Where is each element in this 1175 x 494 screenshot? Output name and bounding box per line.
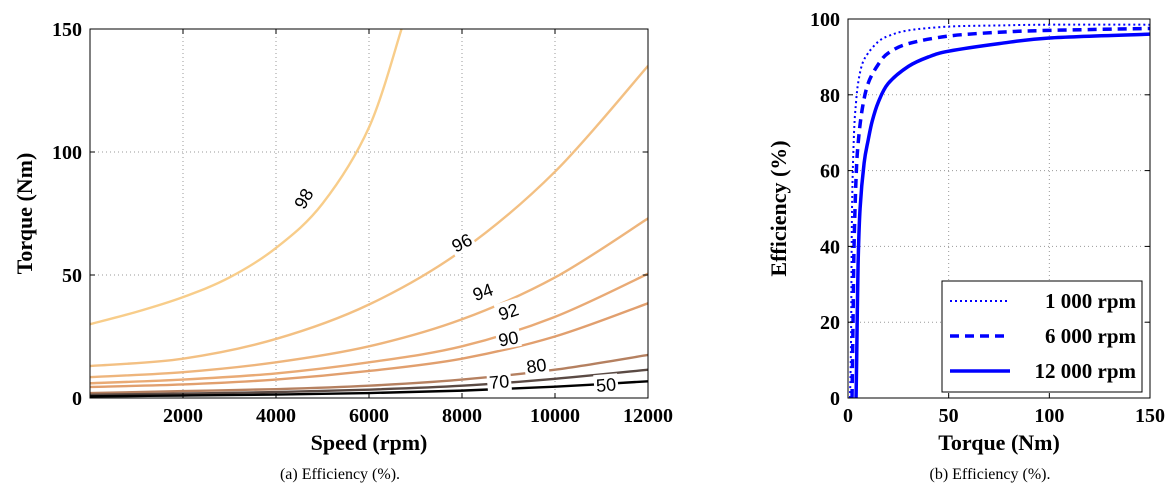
series-lines: [849, 23, 1150, 398]
efficiency-vs-torque-chart: 0 50 100 150 0 20 40 60 80 100 1 000 rpm 6 000 rpm…: [766, 9, 1165, 483]
y-tick-label: 50: [62, 265, 82, 287]
y-tick-label: 150: [52, 19, 82, 41]
x-tick-label: 10000: [530, 405, 580, 427]
contour-label-text: 96: [449, 230, 476, 257]
x-tick-label: 50: [939, 405, 959, 427]
contour-label-bg: [522, 353, 550, 377]
x-tick-label: 100: [1034, 405, 1064, 427]
series-line-2: [854, 32, 1150, 398]
legend-label-1: 6 000 rpm: [1045, 324, 1137, 348]
y-axis-label: Efficiency (%): [766, 140, 791, 276]
contour-label-bg: [486, 369, 512, 393]
contour-label-92: 92: [493, 297, 523, 325]
x-tick-label: 6000: [349, 405, 389, 427]
contour-label-bg: [493, 297, 523, 325]
series-line-1: [850, 26, 1150, 398]
y-tick-label: 0: [72, 388, 82, 410]
contour-label-bg: [467, 277, 498, 305]
legend-label-0: 1 000 rpm: [1045, 289, 1137, 313]
y-tick-label: 100: [52, 142, 82, 164]
contour-line-94: [90, 217, 648, 379]
contour-label-text: 70: [488, 371, 510, 393]
caption: (b) Efficiency (%).: [930, 466, 1051, 483]
x-tick-label: 4000: [256, 405, 296, 427]
y-tick-label: 20: [820, 312, 840, 334]
contour-label-bg: [446, 227, 477, 257]
x-tick-label: 2000: [163, 405, 203, 427]
y-tick-label: 80: [820, 85, 840, 107]
contour-label-98: 98: [288, 182, 318, 214]
x-tick-label: 0: [843, 405, 853, 427]
y-tick-label: 0: [830, 388, 840, 410]
grid: [90, 29, 648, 398]
x-tick-label: 8000: [442, 405, 482, 427]
caption: (a) Efficiency (%).: [280, 466, 400, 483]
contour-label-bg: [288, 182, 318, 214]
axis-ticks: 2000 4000 6000 8000 10000 12000 0 50 100 150: [52, 19, 673, 427]
series-line-0: [849, 23, 1150, 398]
legend-label-2: 12 000 rpm: [1035, 359, 1137, 383]
contour-label-bg: [593, 373, 619, 396]
y-tick-label: 60: [820, 161, 840, 183]
contour-label-text: 50: [595, 374, 617, 396]
plot-frame: [847, 18, 1151, 399]
contour-label-94: 94: [467, 277, 498, 305]
contour-line-92: [90, 272, 648, 385]
contour-label-50: 50: [593, 373, 619, 396]
contour-line-96: [90, 65, 648, 368]
contour-line-90: [90, 302, 648, 389]
x-tick-label: 12000: [623, 405, 673, 427]
y-tick-label: 100: [810, 9, 840, 31]
contour-label-80: 80: [522, 353, 550, 378]
contour-label-96: 96: [446, 227, 477, 257]
contour-label-90: 90: [494, 326, 522, 351]
contour-line-80: [90, 353, 648, 395]
x-tick-label: 150: [1135, 405, 1165, 427]
contour-label-bg: [494, 326, 522, 350]
y-axis-label: Torque (Nm): [12, 153, 37, 275]
contour-label-text: 90: [497, 327, 520, 350]
legend-box: [941, 280, 1143, 393]
contour-label-text: 80: [525, 355, 548, 378]
contour-label-text: 98: [290, 185, 317, 212]
contour-label-70: 70: [486, 369, 512, 393]
axis-ticks: 0 50 100 150 0 20 40 60 80 100: [810, 9, 1165, 427]
x-axis-label: Speed (rpm): [311, 430, 428, 455]
y-tick-label: 40: [820, 236, 840, 258]
legend: 1 000 rpm 6 000 rpm 12 000 rpm: [941, 280, 1143, 393]
contour-line-98: [90, 29, 403, 326]
x-axis-label: Torque (Nm): [938, 430, 1060, 455]
